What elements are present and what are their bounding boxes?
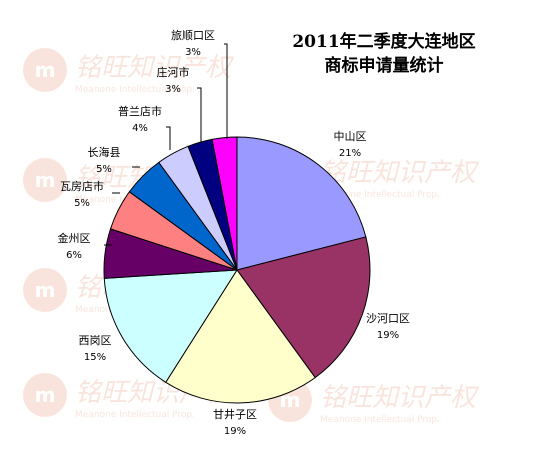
svg-text:m: m <box>35 278 56 302</box>
watermark-logo: m 铭旺知识产权 Meanone Intellectual Prop. <box>23 48 235 95</box>
watermark-subtext: Meanone Intellectual Prop. <box>75 85 195 95</box>
pie-slice <box>236 236 371 379</box>
pie-slice <box>103 269 238 383</box>
slice-label-name: 普兰店市 <box>118 104 162 118</box>
slice-label-name: 庄河市 <box>157 65 190 79</box>
slice-label-value: 21% <box>339 148 361 159</box>
slice-label-name: 西岗区 <box>79 334 112 347</box>
slice-label-name: 旅顺口区 <box>171 28 215 42</box>
watermark-text: 铭旺知识产权 <box>320 158 480 188</box>
slice-label-value: 3% <box>185 47 201 58</box>
slice-label-value: 5% <box>96 164 112 175</box>
leader-line <box>197 87 202 142</box>
slice-label-name: 瓦房店市 <box>60 179 104 193</box>
slice-label-value: 6% <box>66 250 82 261</box>
slice-label-name: 中山区 <box>334 130 367 143</box>
slice-label-value: 19% <box>224 426 246 437</box>
slice-label-value: 4% <box>132 123 148 134</box>
pie-slice <box>236 136 367 271</box>
slice-label-value: 19% <box>377 330 399 341</box>
slice-label-name: 甘井子区 <box>213 407 257 421</box>
svg-text:m: m <box>35 383 56 407</box>
svg-text:m: m <box>35 168 56 192</box>
watermark-subtext: Meanone Intellectual Prop. <box>75 410 195 420</box>
chart-title-line2: 商标申请量统计 <box>324 56 444 76</box>
watermark-text: 铭旺知识产权 <box>320 383 480 413</box>
chart-title: 2011年二季度大连地区 商标申请量统计 <box>264 30 504 78</box>
slice-label-value: 5% <box>74 198 90 209</box>
pie-slice <box>211 136 238 271</box>
slice-label-name: 沙河口区 <box>366 312 410 325</box>
slice-label-value: 3% <box>165 84 181 95</box>
watermark-subtext: Meanone Intellectual Prop. <box>320 190 440 200</box>
slice-label-name: 长海县 <box>88 145 121 159</box>
leader-line <box>166 126 171 150</box>
watermark-subtext: Meanone Intellectual Prop. <box>320 415 440 425</box>
slice-label-name: 金州区 <box>58 231 91 245</box>
pie-slice <box>165 269 316 404</box>
watermark-text: 铭旺知识产权 <box>75 53 235 83</box>
svg-text:m: m <box>35 58 56 82</box>
chart-title-line1: 2011年二季度大连地区 <box>292 32 476 52</box>
leader-line <box>224 43 228 139</box>
slice-label-value: 15% <box>84 352 106 363</box>
